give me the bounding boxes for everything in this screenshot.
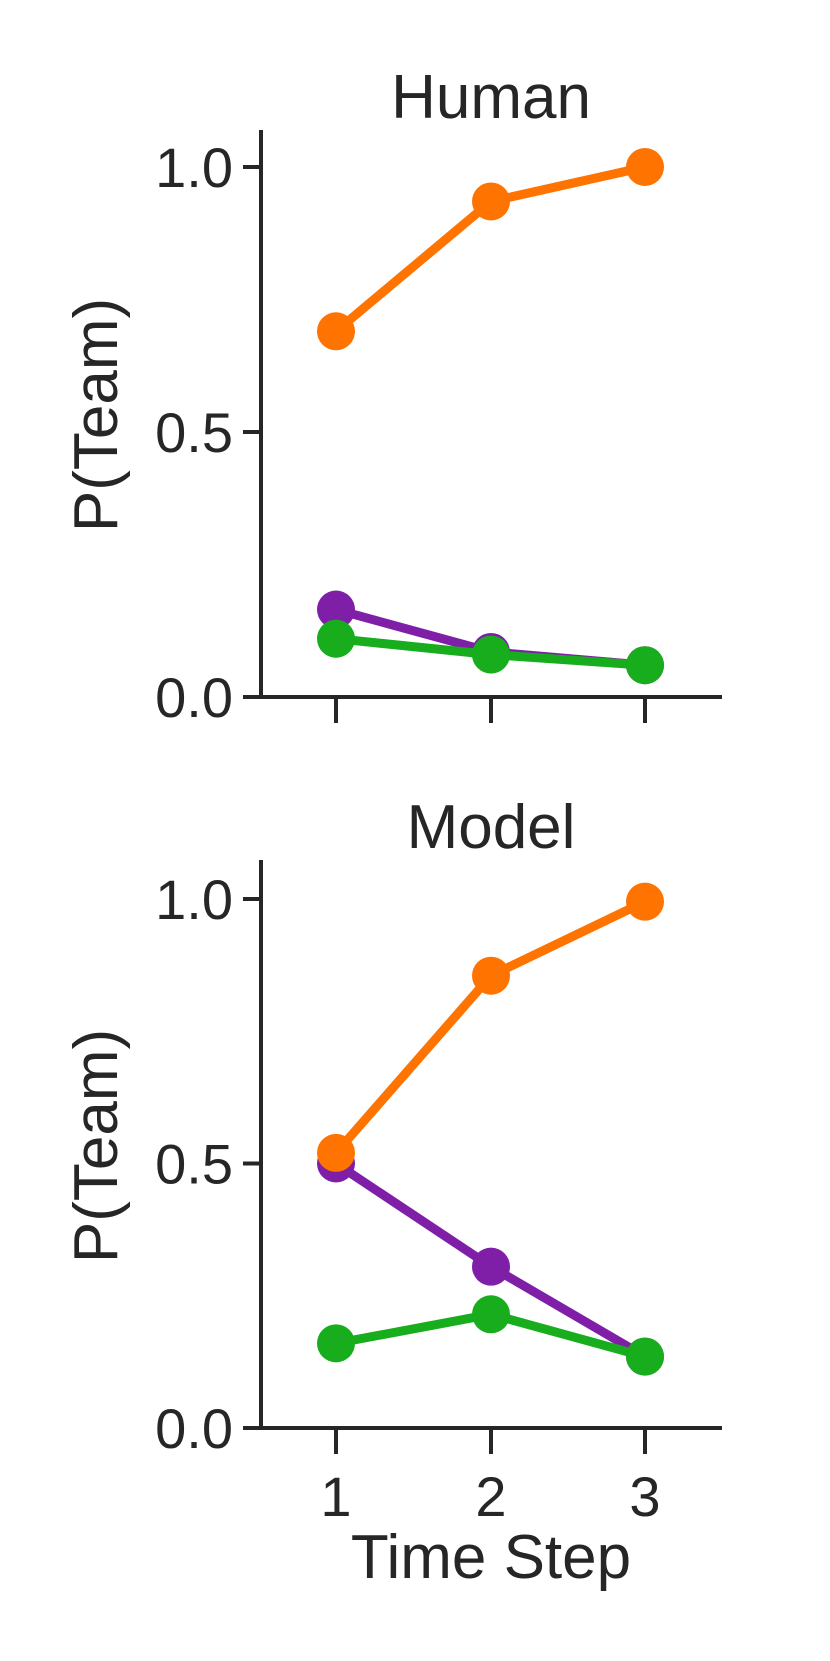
y-axis-label: P(Team) xyxy=(62,1029,131,1263)
y-tick-label: 0.5 xyxy=(155,401,233,464)
y-tick-label: 0.5 xyxy=(155,1133,233,1196)
data-point xyxy=(317,619,355,658)
panel-title: Human xyxy=(391,63,591,132)
data-point xyxy=(472,1247,510,1286)
x-axis-label: Time Step xyxy=(351,1523,631,1592)
data-point xyxy=(626,148,664,186)
data-point xyxy=(317,312,355,351)
data-point xyxy=(626,882,664,921)
plot-area xyxy=(317,148,664,685)
data-point xyxy=(317,590,355,629)
y-tick-label: 1.0 xyxy=(155,136,233,199)
data-point xyxy=(472,182,510,221)
data-point xyxy=(317,1324,355,1363)
panel-title: Model xyxy=(407,793,576,862)
human-panel: Human P(Team) 0.0 0.5 1.0 xyxy=(62,63,722,729)
x-tick-label: 1 xyxy=(320,1465,351,1528)
y-tick-label: 1.0 xyxy=(155,868,233,931)
data-point xyxy=(317,1133,355,1172)
y-axis-label: P(Team) xyxy=(62,298,131,532)
ticks: 0.0 0.5 1.0 1 2 3 xyxy=(155,868,660,1528)
series-line xyxy=(331,897,650,1158)
model-panel: Model P(Team) 0.0 0.5 1.0 1 2 3 Time Step xyxy=(62,793,722,1592)
y-tick-label: 0.0 xyxy=(155,1397,233,1460)
ticks: 0.0 0.5 1.0 xyxy=(155,136,647,729)
data-point xyxy=(626,1337,664,1376)
data-point xyxy=(472,635,510,674)
x-tick-label: 2 xyxy=(475,1465,506,1528)
y-tick-label: 0.0 xyxy=(155,666,233,729)
data-point xyxy=(472,1295,510,1334)
data-point xyxy=(626,646,664,685)
data-point xyxy=(472,956,510,995)
x-tick-label: 3 xyxy=(629,1465,660,1528)
plot-area xyxy=(317,882,664,1376)
